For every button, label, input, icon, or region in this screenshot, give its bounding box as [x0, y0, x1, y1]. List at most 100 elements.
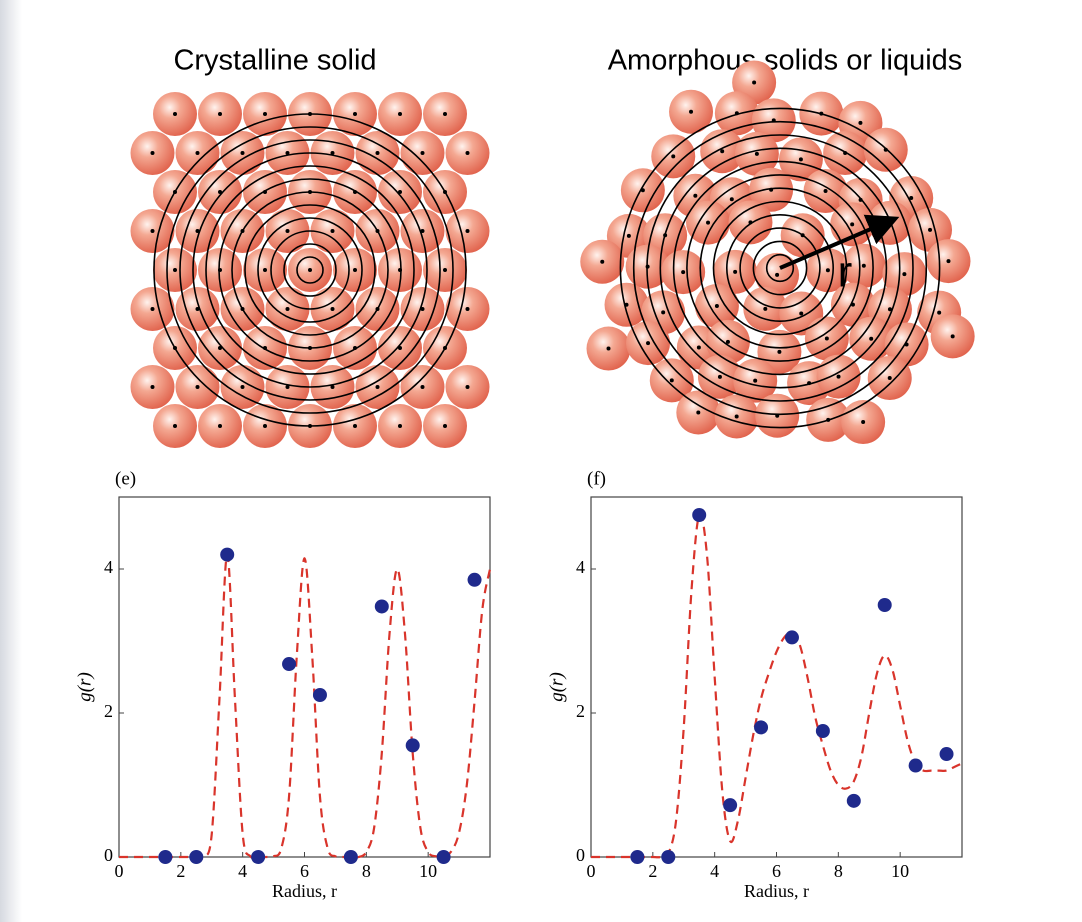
data-point: [785, 630, 799, 644]
x-axis-label: Radius, r: [272, 881, 337, 901]
atom-center: [151, 151, 155, 155]
plot-area: [119, 497, 490, 857]
atom-center: [421, 151, 425, 155]
atom-center: [173, 424, 177, 428]
data-point: [878, 598, 892, 612]
atom-center: [627, 234, 631, 238]
data-point: [375, 599, 389, 613]
atom-center: [869, 337, 873, 341]
atom-center: [353, 268, 357, 272]
atom-center: [693, 194, 697, 198]
data-point: [816, 724, 830, 738]
atom-center: [670, 378, 674, 382]
atom-center: [466, 229, 470, 233]
atom-center: [331, 307, 335, 311]
data-point: [723, 798, 737, 812]
data-point: [847, 794, 861, 808]
atom-center: [151, 307, 155, 311]
atom-center: [696, 410, 700, 414]
atom-center: [443, 268, 447, 272]
atom-center: [730, 197, 734, 201]
data-point: [344, 850, 358, 864]
atom-center: [263, 112, 267, 116]
atom-center: [600, 260, 604, 264]
atom-center: [706, 221, 710, 225]
atom-center: [777, 350, 781, 354]
atom-center: [466, 385, 470, 389]
atom-center: [646, 341, 650, 345]
atom-center: [241, 385, 245, 389]
atom-center: [755, 152, 759, 156]
y-axis-label: g(r): [546, 672, 567, 702]
atom-center: [466, 151, 470, 155]
atom-center: [671, 154, 675, 158]
atom-center: [173, 268, 177, 272]
atom-center: [697, 346, 701, 350]
atom-center: [151, 385, 155, 389]
atom-center: [799, 311, 803, 315]
atom-center: [937, 311, 941, 315]
atom-center: [825, 336, 829, 340]
atom-center: [263, 268, 267, 272]
y-tick-label: 0: [576, 845, 585, 865]
data-point: [468, 573, 482, 587]
x-axis-label: Radius, r: [744, 881, 809, 901]
atom-center: [861, 420, 865, 424]
atom-center: [331, 229, 335, 233]
x-tick-label: 2: [176, 861, 185, 881]
data-point: [189, 850, 203, 864]
atom-center: [218, 424, 222, 428]
atom-center: [196, 151, 200, 155]
chart: 0246810024(f)Radius, rg(r): [546, 468, 962, 901]
atom-center: [735, 414, 739, 418]
atom-center: [443, 424, 447, 428]
atom-center: [353, 112, 357, 116]
data-point: [754, 720, 768, 734]
atom-center: [286, 229, 290, 233]
data-point: [158, 850, 172, 864]
atom-center: [733, 270, 737, 274]
data-point: [661, 850, 675, 864]
atom-center: [902, 272, 906, 276]
x-tick-label: 10: [419, 861, 437, 881]
atom-center: [862, 264, 866, 268]
atom-center: [353, 424, 357, 428]
x-tick-label: 6: [772, 861, 781, 881]
atom-center: [151, 229, 155, 233]
data-point: [406, 738, 420, 752]
atom-center: [850, 222, 854, 226]
atom-center: [607, 347, 611, 351]
atom-center: [421, 385, 425, 389]
chart-title: (f): [587, 468, 606, 489]
data-point: [220, 548, 234, 562]
y-axis-label: g(r): [74, 672, 95, 702]
y-tick-label: 4: [104, 557, 113, 577]
x-tick-label: 8: [834, 861, 843, 881]
atom-center: [443, 112, 447, 116]
atom-center: [196, 385, 200, 389]
atom-center: [824, 189, 828, 193]
chart-title: (e): [115, 468, 136, 489]
atom-center: [681, 270, 685, 274]
atom-center: [888, 376, 892, 380]
x-tick-label: 0: [587, 861, 596, 881]
x-tick-label: 8: [362, 861, 371, 881]
atom-center: [837, 375, 841, 379]
atom-center: [826, 268, 830, 272]
data-point: [909, 759, 923, 773]
illustration-title: Amorphous solids or liquids: [608, 45, 963, 77]
x-tick-label: 4: [710, 861, 719, 881]
radius-label: r: [838, 248, 853, 297]
data-point: [251, 850, 265, 864]
atom-center: [763, 307, 767, 311]
y-tick-label: 0: [104, 845, 113, 865]
y-tick-label: 4: [576, 557, 585, 577]
atom-center: [661, 310, 665, 314]
data-point: [437, 850, 451, 864]
x-tick-label: 4: [238, 861, 247, 881]
atom-center: [951, 334, 955, 338]
x-tick-label: 2: [648, 861, 657, 881]
x-tick-label: 10: [891, 861, 909, 881]
atom-center: [715, 304, 719, 308]
